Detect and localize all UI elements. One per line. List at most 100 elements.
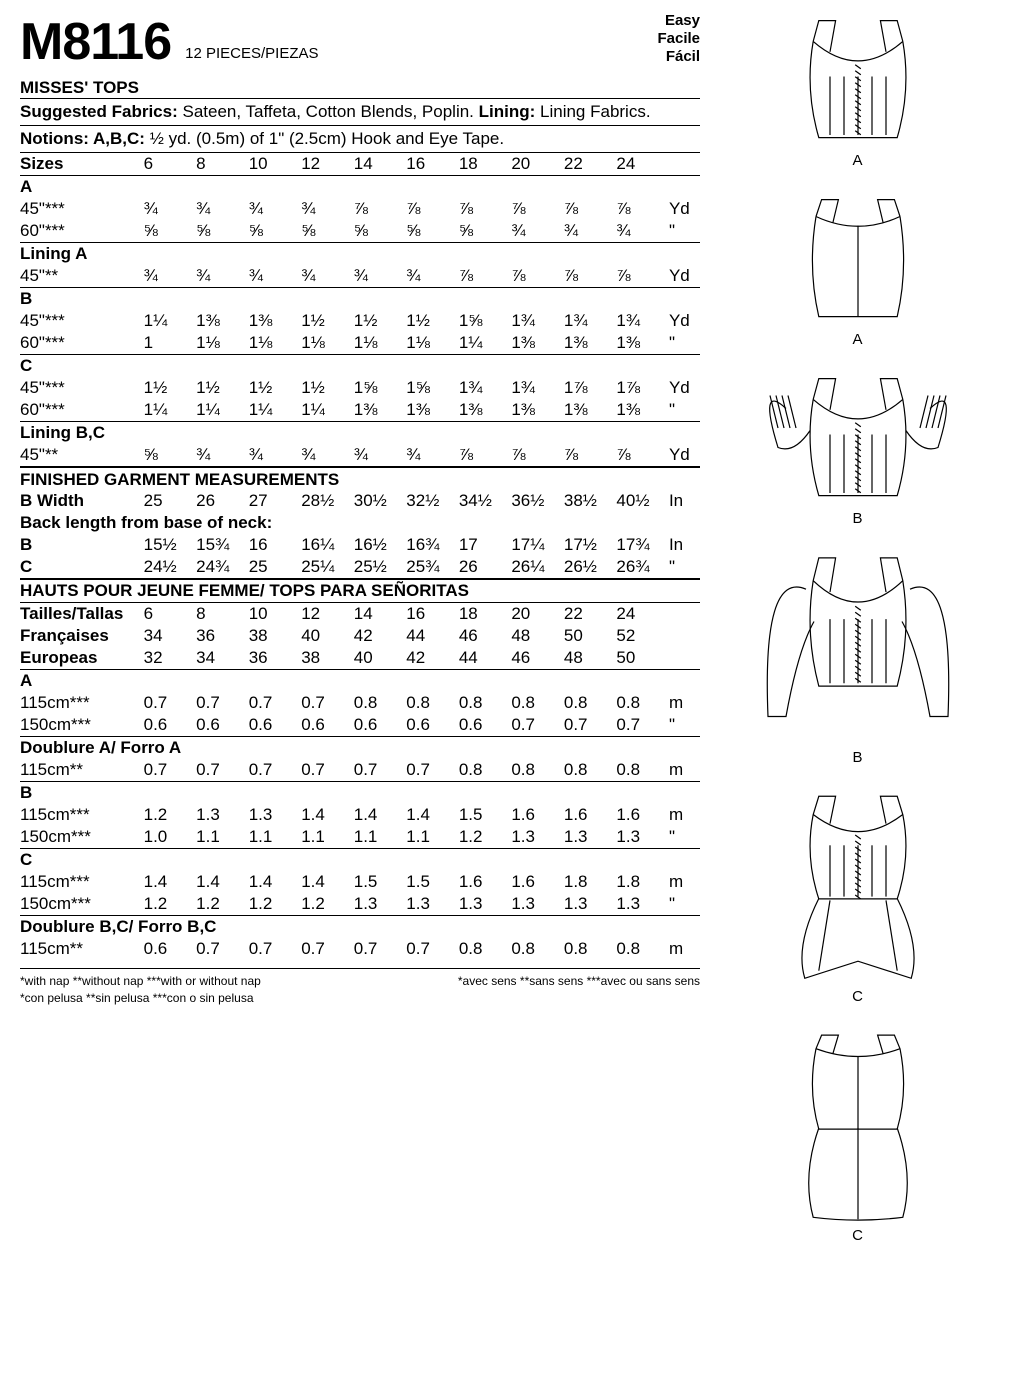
row-label: 60"*** <box>20 220 144 243</box>
group-header: Lining A <box>20 243 700 266</box>
cell: ¾ <box>564 220 617 243</box>
cell: 1¼ <box>144 310 197 332</box>
cell: 1⅞ <box>616 377 669 399</box>
cell: 36 <box>249 647 302 670</box>
cell: ⅞ <box>616 444 669 466</box>
sketch-label: B <box>852 749 862 766</box>
cell: 34½ <box>459 490 512 512</box>
cell: ¾ <box>301 198 354 220</box>
sizes-header-row: Sizes681012141618202224 <box>20 153 700 176</box>
cell: ¾ <box>144 265 197 288</box>
cell: ¾ <box>249 265 302 288</box>
intl-table: HAUTS POUR JEUNE FEMME/ TOPS PARA SEÑORI… <box>20 578 700 960</box>
cell: 1⅝ <box>354 377 407 399</box>
cell: 0.7 <box>196 938 249 960</box>
row-label: C <box>20 556 144 578</box>
unit-cell: m <box>669 804 700 826</box>
cell: 26¾ <box>616 556 669 578</box>
cell: 1.3 <box>564 826 617 849</box>
unit-cell: " <box>669 893 700 916</box>
cell: ⅞ <box>564 444 617 466</box>
row-label: B Width <box>20 490 144 512</box>
size-cell: 14 <box>354 153 407 176</box>
group-header-text: Lining A <box>20 243 700 266</box>
pattern-number: M8116 <box>20 12 171 72</box>
cell: 36½ <box>511 490 564 512</box>
cell: 0.6 <box>301 714 354 737</box>
size-cell: 10 <box>249 153 302 176</box>
cell: ⅞ <box>564 265 617 288</box>
cell: ¾ <box>196 265 249 288</box>
group-header: C <box>20 355 700 378</box>
cell: ¾ <box>196 198 249 220</box>
cell: ⅞ <box>459 198 512 220</box>
cell: 44 <box>459 647 512 670</box>
cell: 0.8 <box>564 759 617 782</box>
size-cell: 16 <box>406 153 459 176</box>
cell: 1¾ <box>459 377 512 399</box>
cell: 0.7 <box>196 692 249 714</box>
group-header-text: C <box>20 355 700 378</box>
cell: 0.7 <box>144 759 197 782</box>
cell: ¾ <box>144 198 197 220</box>
cell: 1.1 <box>406 826 459 849</box>
notions-line: Notions: A,B,C: ½ yd. (0.5m) of 1" (2.5c… <box>20 125 700 152</box>
cell: 1⅛ <box>354 332 407 355</box>
cell: 1½ <box>144 377 197 399</box>
cell: 1.8 <box>564 871 617 893</box>
unit-cell: " <box>669 332 700 355</box>
group-header: C <box>20 849 700 872</box>
cell: 52 <box>616 625 669 647</box>
cell: 1.1 <box>301 826 354 849</box>
cell: 0.7 <box>301 692 354 714</box>
group-header: A <box>20 176 700 199</box>
cell: 15½ <box>144 534 197 556</box>
unit-cell: In <box>669 490 700 512</box>
unit-cell <box>669 647 700 670</box>
cell: ⅞ <box>616 265 669 288</box>
cell: 24 <box>616 603 669 626</box>
sketch-b-puff: B <box>758 376 958 527</box>
cell: 1.2 <box>301 893 354 916</box>
group-header: HAUTS POUR JEUNE FEMME/ TOPS PARA SEÑORI… <box>20 579 700 603</box>
footnote-fr: *avec sens **sans sens ***avec ou sans s… <box>458 973 700 990</box>
cell: 1⅜ <box>249 310 302 332</box>
cell: 1.2 <box>249 893 302 916</box>
table-row: B15½15¾1616¼16½16¾1717¼17½17¾In <box>20 534 700 556</box>
cell: 1⅜ <box>196 310 249 332</box>
cell: ¾ <box>406 265 459 288</box>
cell: 1.4 <box>144 871 197 893</box>
group-header: A <box>20 670 700 693</box>
cell: 1.1 <box>354 826 407 849</box>
cell: 34 <box>196 647 249 670</box>
cell: 17¼ <box>511 534 564 556</box>
cell: 0.8 <box>564 692 617 714</box>
cell: 0.7 <box>301 759 354 782</box>
cell: 1.3 <box>249 804 302 826</box>
cell: 0.8 <box>616 759 669 782</box>
cell: ¾ <box>406 444 459 466</box>
cell: ⅝ <box>144 444 197 466</box>
size-cell: 6 <box>144 153 197 176</box>
cell: 1½ <box>249 377 302 399</box>
cell: 18 <box>459 603 512 626</box>
pieces-count: 12 PIECES/PIEZAS <box>185 45 318 62</box>
cell: 40 <box>301 625 354 647</box>
cell: 1.4 <box>249 871 302 893</box>
sizes-label: Sizes <box>20 153 144 176</box>
row-label: 150cm*** <box>20 714 144 737</box>
cell: 46 <box>459 625 512 647</box>
cell: 42 <box>354 625 407 647</box>
cell: ⅞ <box>406 198 459 220</box>
cell: 0.6 <box>144 938 197 960</box>
cell: 1⅜ <box>616 399 669 422</box>
cell: 26¼ <box>511 556 564 578</box>
row-label: 45"*** <box>20 198 144 220</box>
table-row: C24½24¾2525¼25½25¾2626¼26½26¾" <box>20 556 700 578</box>
cell: 14 <box>354 603 407 626</box>
cell: 1½ <box>354 310 407 332</box>
sketch-label: B <box>852 510 862 527</box>
cell: 40½ <box>616 490 669 512</box>
row-label: 45"*** <box>20 377 144 399</box>
cell: 40 <box>354 647 407 670</box>
